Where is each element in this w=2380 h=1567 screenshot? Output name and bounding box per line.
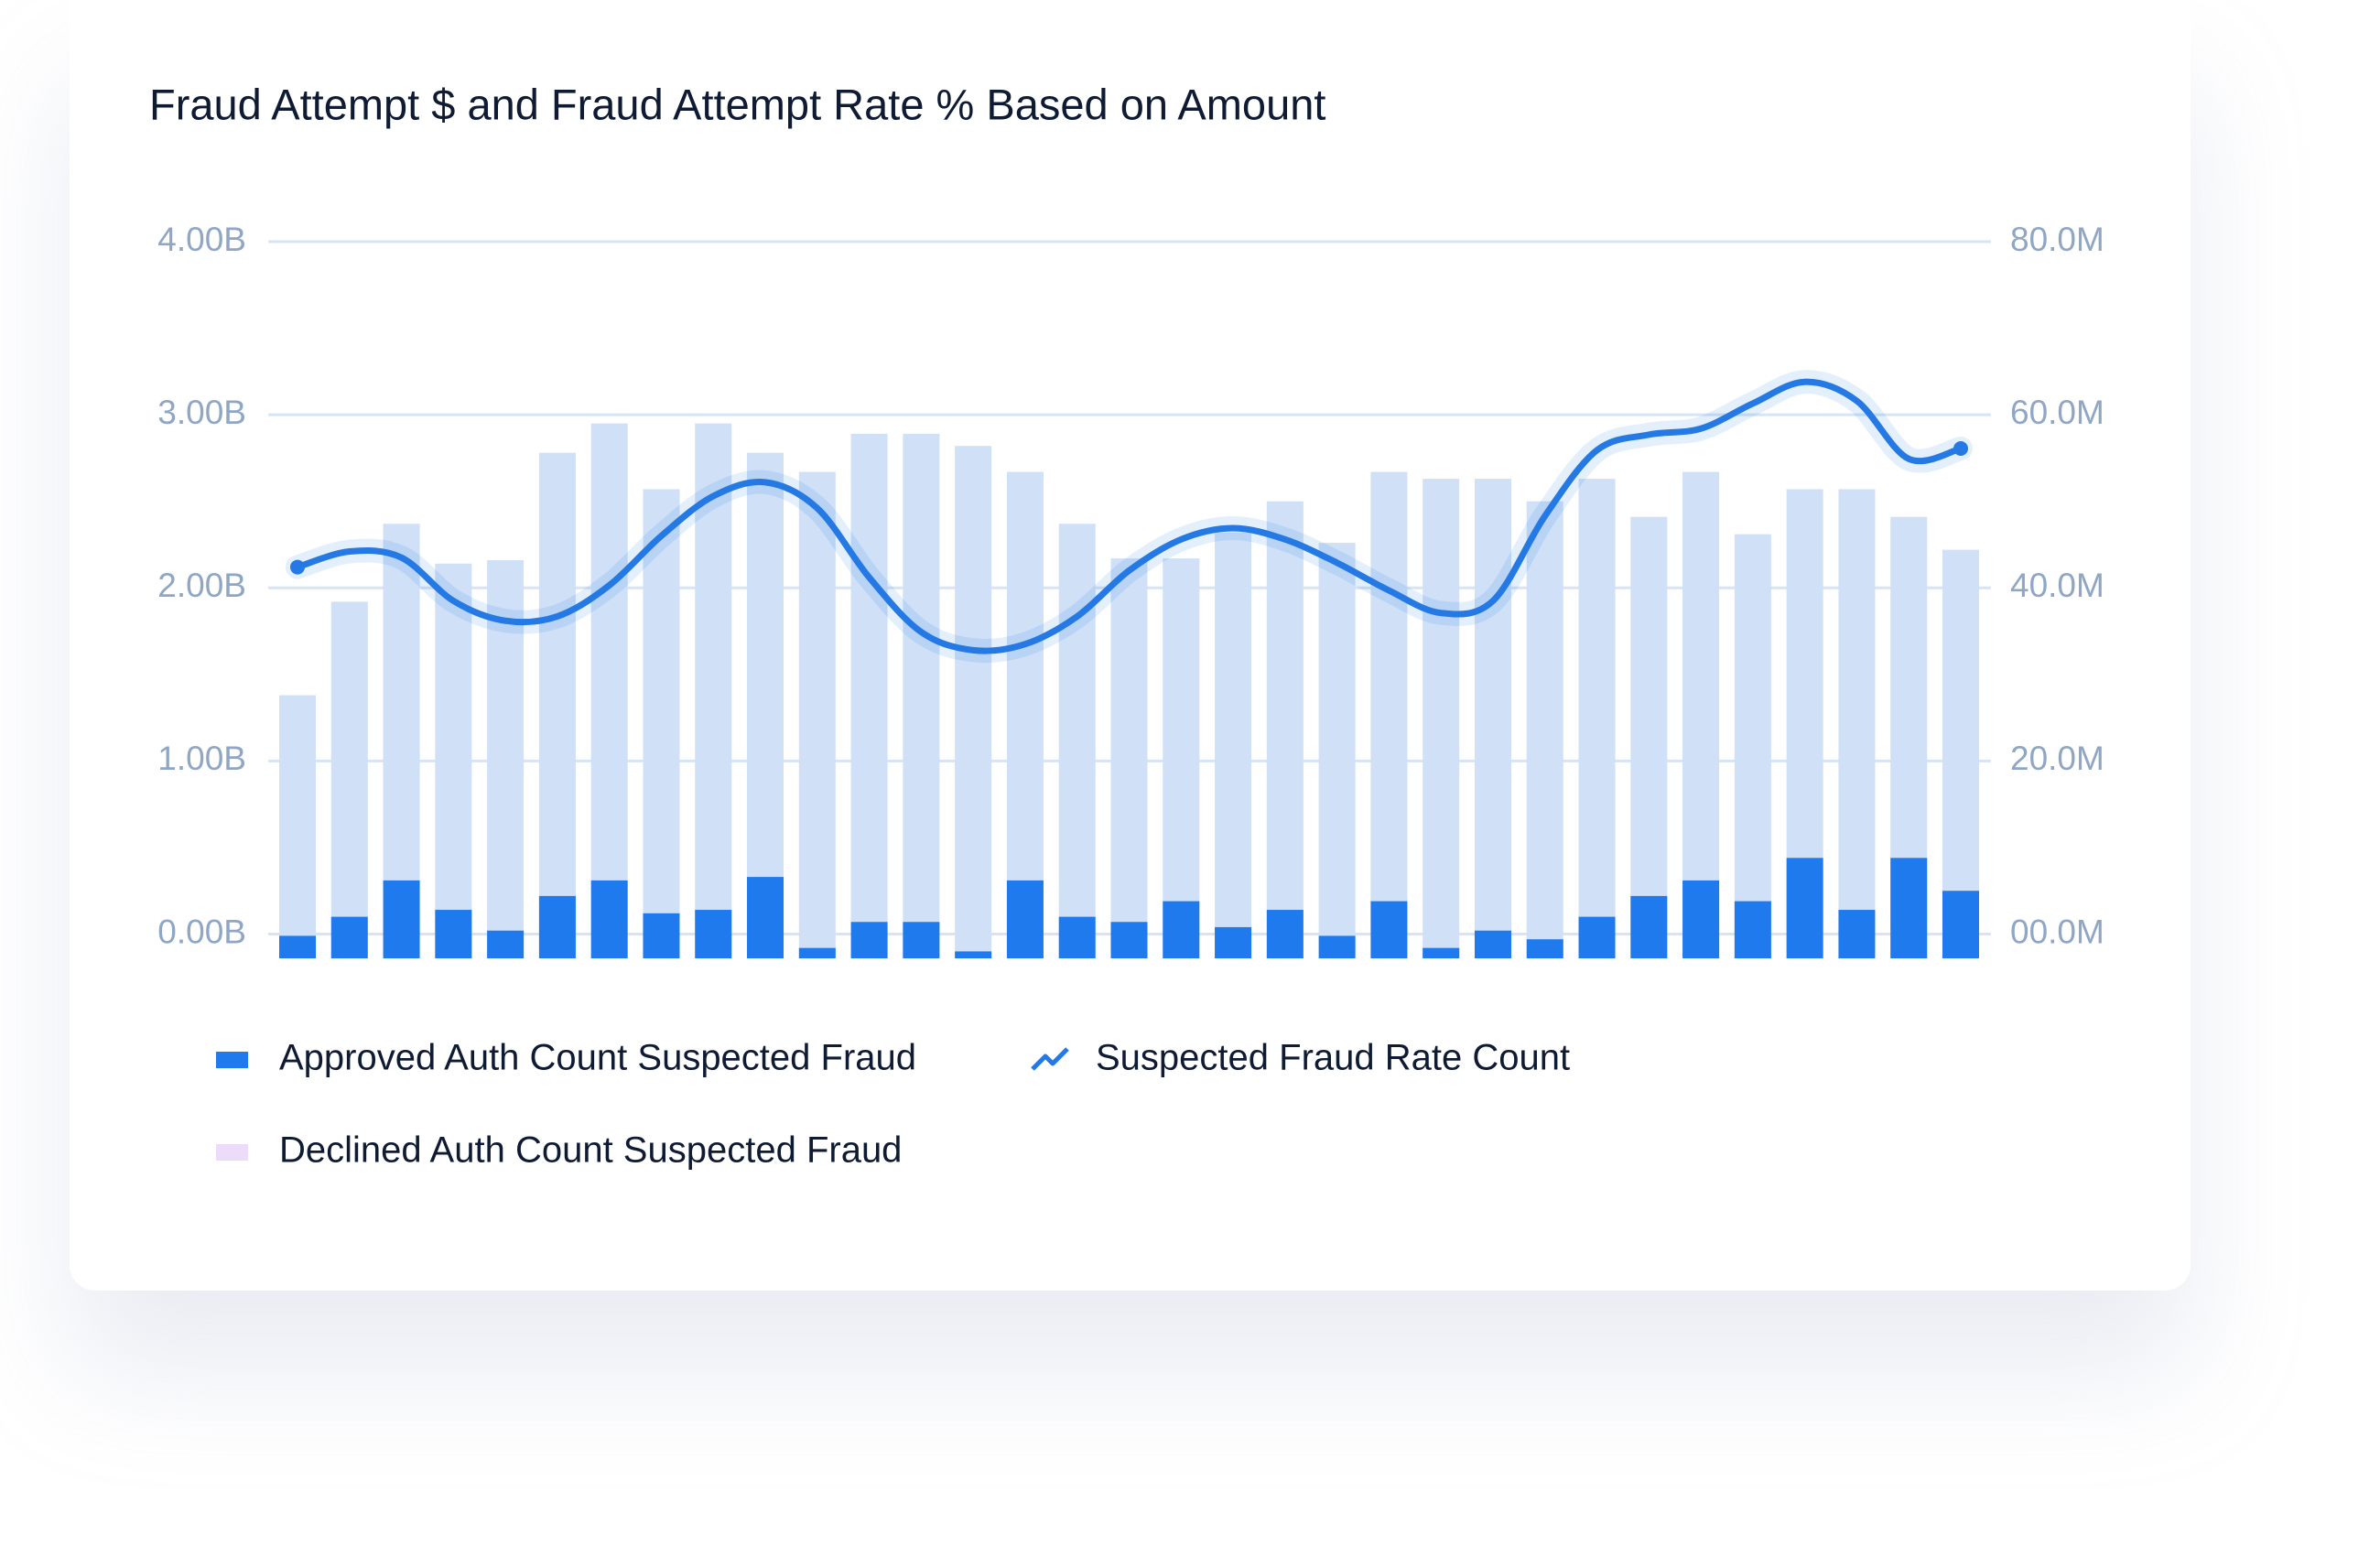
bar xyxy=(1942,549,1979,958)
bar xyxy=(1838,910,1876,958)
bar xyxy=(1266,501,1304,958)
chart-title: Fraud Attempt $ and Fraud Attempt Rate %… xyxy=(149,80,1325,128)
bar xyxy=(798,947,836,958)
bar xyxy=(590,880,628,958)
bar xyxy=(798,471,836,958)
bar xyxy=(1526,501,1563,958)
bar xyxy=(747,877,784,958)
bar xyxy=(695,910,732,958)
y-tick-label: 4.00B xyxy=(157,221,246,258)
y-tick-label: 2.00B xyxy=(157,567,246,604)
y2-tick-label: 60.0M xyxy=(2010,394,2104,431)
line xyxy=(294,378,1964,654)
bar xyxy=(1474,479,1511,958)
bar xyxy=(643,913,680,958)
bar xyxy=(747,452,784,958)
bar xyxy=(1370,901,1408,958)
bar xyxy=(1682,880,1720,958)
bar xyxy=(643,489,680,958)
bar xyxy=(538,452,576,958)
bar xyxy=(955,951,992,958)
line-dot xyxy=(1953,441,1968,457)
legend-swatch xyxy=(216,1144,248,1161)
bar xyxy=(695,423,732,959)
bar xyxy=(1423,479,1460,958)
bar xyxy=(1474,930,1511,958)
bar xyxy=(955,446,992,958)
bar xyxy=(1890,858,1928,958)
bar xyxy=(1734,534,1771,958)
bar xyxy=(850,433,888,958)
bar xyxy=(1734,901,1771,958)
bar xyxy=(1423,947,1460,958)
bar xyxy=(330,916,368,958)
bar xyxy=(903,922,940,958)
bar xyxy=(1058,524,1096,958)
legend-label: Suspected Fraud Rate Count xyxy=(1096,1038,1570,1078)
bar xyxy=(1578,916,1616,958)
bar xyxy=(1630,516,1668,958)
bar xyxy=(1682,471,1720,958)
bar xyxy=(1215,926,1252,958)
bar xyxy=(1578,479,1616,958)
bar xyxy=(1526,939,1563,958)
bar xyxy=(538,895,576,958)
legend-icon xyxy=(1031,1047,1069,1071)
line-dot xyxy=(290,559,305,575)
bar xyxy=(850,922,888,958)
bar xyxy=(1942,891,1979,958)
y2-tick-label: 40.0M xyxy=(2010,567,2104,604)
y2-tick-label: 80.0M xyxy=(2010,221,2104,258)
y-tick-label: 0.00B xyxy=(157,913,246,950)
y2-tick-label: 20.0M xyxy=(2010,740,2104,777)
y2-tick-label: 00.0M xyxy=(2010,913,2104,950)
bar xyxy=(590,423,628,959)
bar xyxy=(1215,532,1252,958)
bar xyxy=(435,910,472,958)
bar xyxy=(903,433,940,958)
bar xyxy=(1786,858,1823,958)
bar xyxy=(383,880,420,958)
bar xyxy=(279,935,316,958)
bar xyxy=(1630,895,1668,958)
bar xyxy=(1110,558,1148,958)
bar xyxy=(1370,471,1408,958)
legend-label: Declined Auth Count Suspected Fraud xyxy=(279,1130,902,1171)
bar xyxy=(1058,916,1096,958)
bar xyxy=(1838,489,1876,958)
bar xyxy=(487,560,525,958)
bar xyxy=(1006,471,1044,958)
bar xyxy=(1110,922,1148,958)
y-tick-label: 3.00B xyxy=(157,394,246,431)
bar xyxy=(1266,910,1304,958)
bar xyxy=(1163,901,1200,958)
bar xyxy=(279,695,316,958)
bar xyxy=(1163,558,1200,958)
bar xyxy=(435,563,472,958)
bar xyxy=(487,930,525,958)
bar xyxy=(1006,880,1044,958)
bar xyxy=(1318,543,1356,958)
legend-swatch xyxy=(216,1052,248,1068)
legend-label: Approved Auth Count Suspected Fraud xyxy=(279,1038,916,1078)
bar xyxy=(1318,935,1356,958)
bar xyxy=(330,601,368,958)
y-tick-label: 1.00B xyxy=(157,740,246,777)
